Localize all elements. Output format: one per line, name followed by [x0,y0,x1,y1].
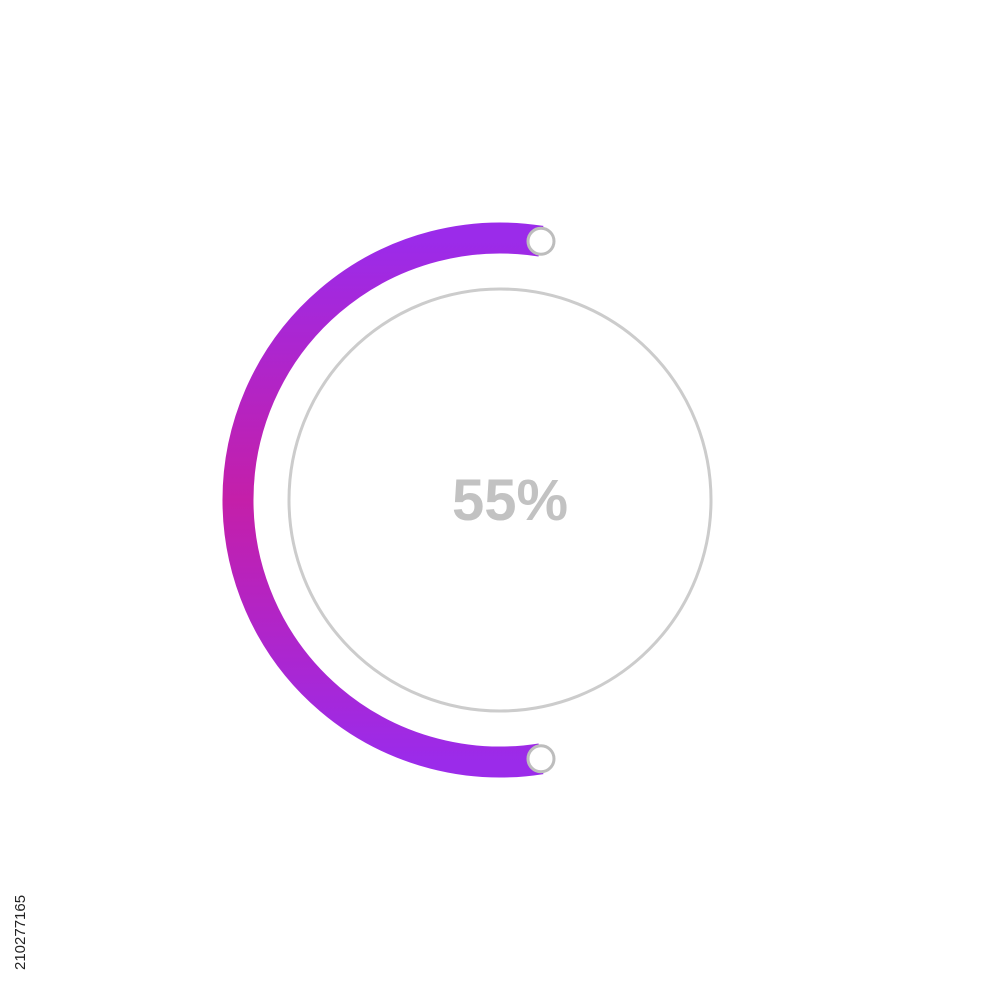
stock-id-watermark: 210277165 [12,894,29,970]
progress-arc [222,222,544,778]
inner-track-circle [287,287,713,713]
arc-end-cap-icon [526,744,556,774]
arc-start-cap-icon [526,226,556,256]
percent-label: 55% [452,468,568,533]
